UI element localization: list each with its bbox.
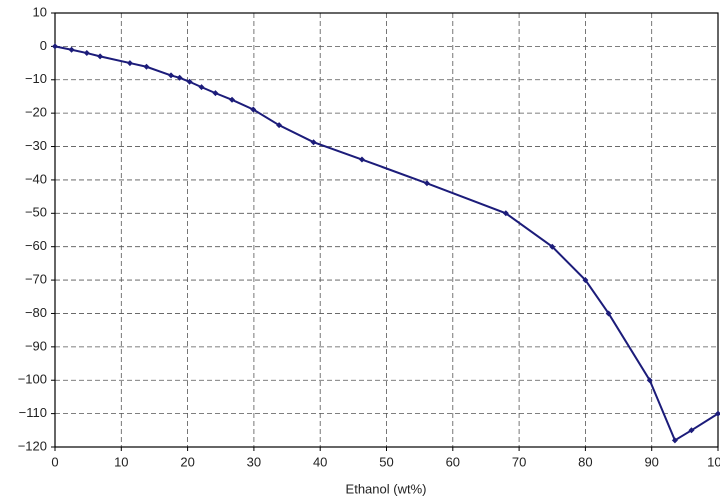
y-tick-label: 0 (40, 38, 47, 53)
data-point (198, 84, 205, 91)
x-tick-label: 70 (512, 454, 526, 469)
data-point (582, 277, 589, 284)
data-point (186, 78, 193, 85)
x-tick-label: 40 (313, 454, 327, 469)
y-tick-label: −100 (18, 372, 47, 387)
y-tick-label: −90 (25, 338, 47, 353)
y-tick-label: −40 (25, 171, 47, 186)
data-point (423, 180, 430, 187)
y-tick-label: −10 (25, 71, 47, 86)
data-point (68, 46, 75, 53)
y-tick-label: −30 (25, 138, 47, 153)
data-point (549, 243, 556, 250)
data-point (646, 377, 653, 384)
data-point (83, 50, 90, 57)
x-tick-label: 10 (114, 454, 128, 469)
y-tick-label: 10 (33, 4, 47, 19)
y-tick-label: −110 (19, 405, 47, 420)
data-point (715, 410, 720, 417)
y-tick-label: −60 (25, 238, 47, 253)
data-point (143, 63, 150, 70)
x-tick-label: 20 (180, 454, 194, 469)
data-point (176, 74, 183, 81)
x-tick-label: 80 (578, 454, 592, 469)
data-point (168, 72, 175, 79)
x-tick-label: 60 (446, 454, 460, 469)
x-axis-label: Ethanol (wt%) (346, 481, 427, 496)
x-tick-label: 30 (247, 454, 261, 469)
data-point (671, 437, 678, 444)
data-point (52, 43, 58, 50)
data-point (605, 310, 612, 317)
data-point (126, 60, 133, 67)
y-tick-label: −80 (25, 305, 47, 320)
y-tick-label: −70 (25, 272, 47, 287)
data-point (310, 139, 317, 146)
data-point (358, 156, 365, 163)
data-point (97, 53, 104, 60)
x-tick-label: 0 (51, 454, 58, 469)
x-tick-label: 100 (707, 454, 720, 469)
y-tick-label: −20 (25, 105, 47, 120)
data-point (250, 106, 257, 113)
data-point (229, 96, 236, 103)
y-tick-label: −50 (25, 205, 47, 220)
data-point (502, 210, 509, 217)
data-point (276, 122, 283, 129)
data-point (212, 90, 219, 97)
x-tick-label: 90 (644, 454, 658, 469)
x-tick-label: 50 (379, 454, 393, 469)
y-tick-label: −120 (18, 438, 47, 453)
data-point (688, 427, 695, 434)
plot-frame (54, 12, 719, 448)
